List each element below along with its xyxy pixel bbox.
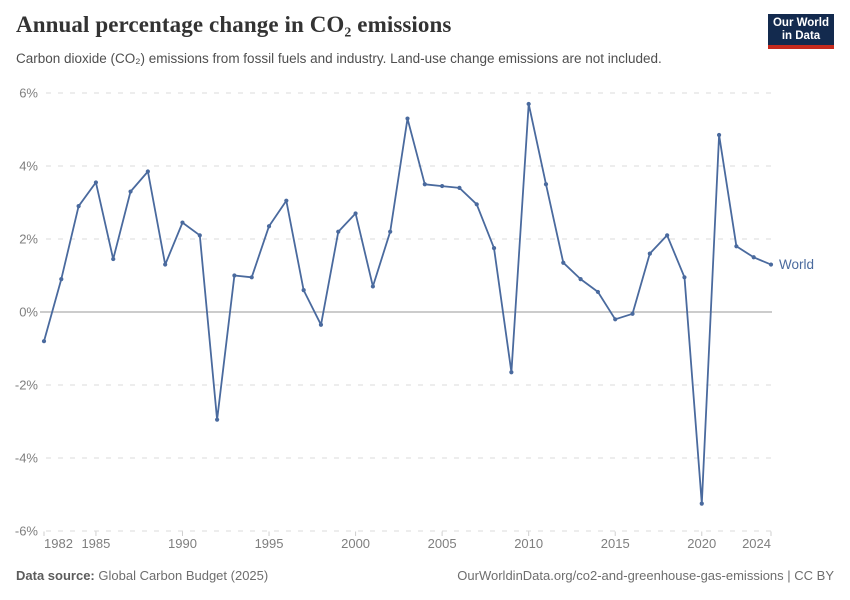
x-tick-label: 2015 <box>601 536 630 551</box>
page-title: Annual percentage change in CO₂ emission… <box>16 12 452 37</box>
y-tick-label: 2% <box>19 232 38 247</box>
data-point[interactable] <box>180 220 185 225</box>
y-tick-label: 4% <box>19 159 38 174</box>
x-tick-label: 2024 <box>742 536 771 551</box>
x-tick-label: 2020 <box>687 536 716 551</box>
data-point[interactable] <box>145 169 150 174</box>
owid-logo-line2: in Data <box>781 29 821 42</box>
y-tick-label: 0% <box>19 305 38 320</box>
data-point[interactable] <box>509 370 514 375</box>
data-point[interactable] <box>595 289 601 295</box>
x-tick-label: 2000 <box>341 536 370 551</box>
data-point[interactable] <box>128 189 133 194</box>
series-end-label: World <box>779 257 814 272</box>
y-tick-label: -2% <box>15 378 39 393</box>
data-point[interactable] <box>214 417 220 422</box>
data-point[interactable] <box>647 251 652 256</box>
data-point[interactable] <box>422 182 427 187</box>
data-point[interactable] <box>751 255 756 260</box>
data-point[interactable] <box>699 501 704 506</box>
data-point[interactable] <box>111 256 116 262</box>
data-point[interactable] <box>474 202 479 207</box>
x-tick-label: 2005 <box>428 536 457 551</box>
data-point[interactable] <box>59 277 64 282</box>
data-line-world[interactable] <box>43 103 772 505</box>
y-tick-label: 6% <box>19 86 38 101</box>
data-point[interactable] <box>197 233 202 238</box>
x-tick-label: 1990 <box>168 536 197 551</box>
data-point[interactable] <box>768 262 774 267</box>
data-point[interactable] <box>301 288 306 293</box>
data-point[interactable] <box>682 275 687 280</box>
data-source-value: Global Carbon Budget (2025) <box>98 568 269 583</box>
x-tick-label: 1985 <box>81 536 110 551</box>
data-point[interactable] <box>76 204 81 209</box>
data-point[interactable] <box>41 339 47 344</box>
data-point[interactable] <box>163 262 168 267</box>
data-point[interactable] <box>526 101 531 107</box>
chart-footer: Data source: Global Carbon Budget (2025)… <box>16 568 834 583</box>
data-source: Data source: Global Carbon Budget (2025) <box>16 568 268 583</box>
data-point[interactable] <box>370 284 375 289</box>
data-point[interactable] <box>457 185 462 190</box>
data-point[interactable] <box>561 260 566 265</box>
data-point[interactable] <box>440 183 445 189</box>
data-point[interactable] <box>734 244 739 249</box>
owid-logo[interactable]: Our World in Data <box>768 14 834 49</box>
data-point[interactable] <box>353 211 358 216</box>
data-point[interactable] <box>336 229 341 234</box>
y-tick-label: -6% <box>15 524 39 539</box>
x-tick-label: 2010 <box>514 536 543 551</box>
data-point[interactable] <box>716 132 722 138</box>
footer-citation-link[interactable]: OurWorldinData.org/co2-and-greenhouse-ga… <box>457 568 834 583</box>
data-point[interactable] <box>665 233 670 238</box>
owid-logo-line1: Our World <box>772 16 829 29</box>
data-point[interactable] <box>93 180 99 185</box>
data-point[interactable] <box>578 277 583 282</box>
chart-subtitle: Carbon dioxide (CO₂) emissions from foss… <box>16 51 662 66</box>
data-point[interactable] <box>249 275 254 280</box>
y-tick-label: -4% <box>15 451 39 466</box>
data-point[interactable] <box>630 311 635 316</box>
x-tick-label: 1995 <box>255 536 284 551</box>
data-point[interactable] <box>613 317 618 322</box>
data-point[interactable] <box>405 116 410 121</box>
x-tick-label: 1982 <box>44 536 73 551</box>
data-point[interactable] <box>388 229 393 234</box>
data-source-label: Data source: <box>16 568 95 583</box>
data-point[interactable] <box>266 224 272 229</box>
data-point[interactable] <box>318 322 324 327</box>
data-point[interactable] <box>284 198 289 203</box>
data-point[interactable] <box>543 182 549 187</box>
data-point[interactable] <box>491 246 497 251</box>
data-point[interactable] <box>232 273 237 278</box>
